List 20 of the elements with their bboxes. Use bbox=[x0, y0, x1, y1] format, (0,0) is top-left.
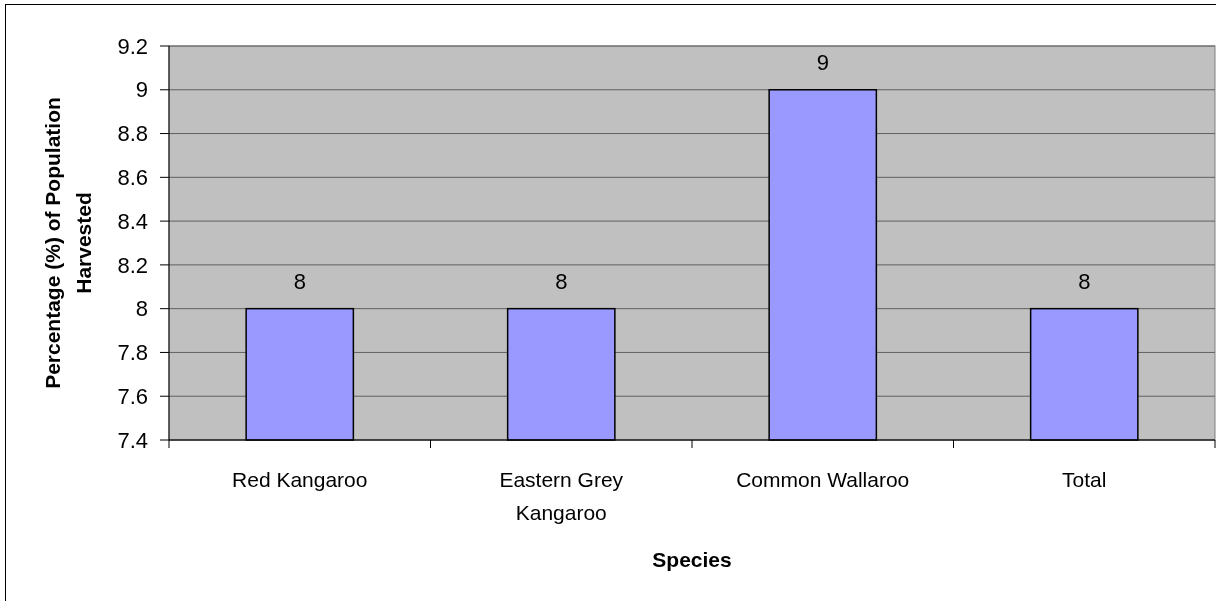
data-label: 9 bbox=[816, 49, 829, 75]
y-axis-title: Percentage (%) of Population Harvested bbox=[41, 97, 95, 389]
y-tick-label: 8.4 bbox=[117, 208, 148, 234]
y-tick-label: 9.2 bbox=[117, 33, 148, 59]
y-tick-label: 7.6 bbox=[117, 383, 148, 409]
y-tick-label: 8.8 bbox=[117, 121, 148, 147]
y-tick-label: 7.4 bbox=[117, 427, 148, 453]
x-tick-label: Common Wallaroo bbox=[736, 468, 910, 491]
y-tick-label: 9 bbox=[135, 77, 148, 103]
y-tick-label: 8.6 bbox=[117, 165, 148, 191]
x-tick-label: Eastern Grey Kangaroo bbox=[499, 468, 624, 524]
x-axis-title: Species bbox=[652, 548, 732, 571]
data-label: 8 bbox=[293, 268, 306, 294]
data-label: 8 bbox=[555, 268, 568, 294]
y-tick-label: 8 bbox=[135, 296, 148, 322]
y-tick-label: 7.8 bbox=[117, 340, 148, 366]
x-tick-label: Red Kangaroo bbox=[232, 468, 368, 491]
x-tick-label: Total bbox=[1062, 468, 1107, 491]
y-tick-label: 8.2 bbox=[117, 252, 148, 278]
data-label: 8 bbox=[1078, 268, 1091, 294]
